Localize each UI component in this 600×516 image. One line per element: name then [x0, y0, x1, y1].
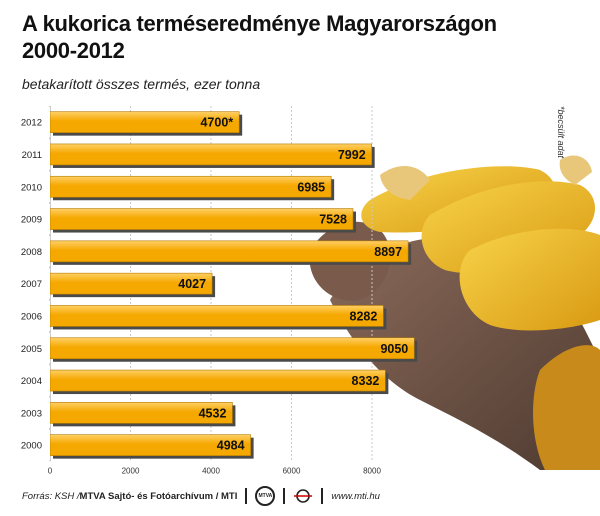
- bar: [49, 175, 332, 198]
- category-label: 2000: [21, 441, 42, 452]
- title-line-1: A kukorica terméseredménye Magyarországo…: [22, 11, 497, 36]
- bar: [49, 369, 386, 392]
- row-label-bg: [22, 430, 50, 461]
- category-label: 2009: [21, 215, 42, 226]
- row-label-bg: [22, 397, 50, 428]
- category-label: 2010: [21, 182, 42, 193]
- data-labels: 4700* 7992 6985 7528 8897 4027 8282 9050 8332 453…: [178, 116, 408, 453]
- bar-value-label: 8282: [350, 309, 378, 323]
- bar-value-label: 8332: [352, 374, 380, 388]
- bar: [49, 305, 384, 327]
- bar-value-label: 9050: [380, 342, 408, 356]
- row-label-bg: [22, 300, 50, 332]
- category-label: 2004: [21, 376, 42, 387]
- bar-value-label: 4027: [178, 277, 206, 291]
- x-tick-label: 2000: [122, 466, 140, 475]
- bar-value-label: 8897: [374, 245, 402, 259]
- row-label-bg: [22, 203, 50, 235]
- row-label-bg: [22, 333, 50, 364]
- row-label-bg: [22, 365, 50, 396]
- row-label-bg: [22, 139, 50, 170]
- title-line-2: 2000-2012: [22, 38, 125, 63]
- row-label-bg: [22, 171, 50, 202]
- category-label: 2007: [21, 279, 42, 290]
- bar-value-label: 6985: [297, 180, 325, 194]
- bar-value-label: 4700*: [200, 116, 233, 130]
- bar-value-label: 4984: [217, 439, 245, 453]
- footer-divider: [321, 488, 324, 504]
- website-link[interactable]: www.mti.hu: [331, 490, 380, 502]
- bar-value-label: 7528: [319, 213, 347, 227]
- category-label: 2012: [21, 118, 42, 129]
- mtva-logo-icon: MTVA: [255, 486, 276, 506]
- footer-divider: [283, 488, 286, 504]
- category-label: 2008: [21, 247, 42, 258]
- bars: [49, 111, 418, 459]
- mti-logo-icon: [293, 488, 313, 504]
- category-labels: 2012 2011 2010 2009 2008 2007 2006 2005 2004 2003…: [21, 107, 50, 461]
- bar: [49, 208, 354, 230]
- row-label-bg: [22, 107, 50, 138]
- category-label: 2011: [22, 150, 42, 161]
- bar-value-label: 7992: [338, 148, 366, 162]
- footer: Forrás: KSH / MTVA Sajtó- és Fotóarchívu…: [22, 486, 582, 506]
- corn-photo: [309, 155, 600, 470]
- agency-text: MTVA Sajtó- és Fotóarchívum / MTI: [79, 490, 238, 502]
- source-text: Forrás: KSH /: [22, 490, 80, 502]
- category-label: 2003: [21, 408, 42, 419]
- row-label-bg: [22, 236, 50, 267]
- category-label: 2005: [21, 344, 42, 355]
- x-tick-label: 0: [48, 466, 53, 475]
- x-tick-label: 6000: [283, 466, 301, 475]
- bar-value-label: 4532: [199, 406, 227, 420]
- x-axis-ticks: 0 2000 4000 6000 8000: [48, 466, 382, 475]
- bar: [49, 143, 372, 166]
- row-label-bg: [22, 268, 50, 299]
- x-tick-label: 8000: [363, 466, 381, 475]
- x-tick-label: 4000: [202, 466, 220, 475]
- category-label: 2006: [21, 311, 42, 322]
- footer-divider: [245, 488, 248, 504]
- bar: [49, 337, 415, 360]
- bar: [49, 240, 409, 263]
- chart-title: A kukorica terméseredménye Magyarországo…: [22, 10, 582, 64]
- chart-subtitle: betakarított összes termés, ezer tonna: [22, 76, 261, 92]
